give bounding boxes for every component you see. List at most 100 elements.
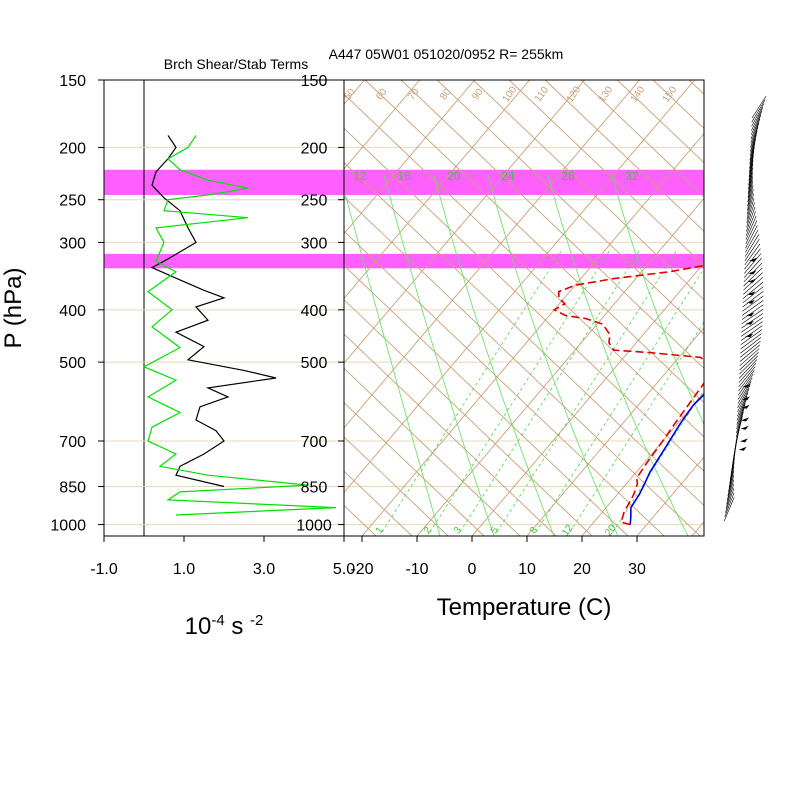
isotherm [0,80,255,536]
right-y-tick-label: 200 [301,140,328,157]
wind-barb [727,470,735,497]
dry-adiabat [400,80,704,370]
isotherm [344,80,475,235]
wind-barb [744,253,762,274]
wind-barb [748,163,754,190]
dry-adiabat [344,436,449,536]
wind-barb [745,215,757,240]
wind-barb [748,159,754,186]
isotherm [636,456,704,536]
left-x-tick-label: 5.0 [333,561,355,578]
mixing-ratio-line [612,388,704,533]
right-x-tick-label: 20 [573,561,591,578]
mixing-ratio-line [569,321,704,533]
wind-barb-flag [741,417,750,422]
wind-barb [723,497,735,522]
wind-barb-flag [738,446,747,451]
wind-barb [747,184,754,211]
left-x-tick-label: 1.0 [173,561,195,578]
right-y-tick-label: 1000 [296,518,332,535]
right-x-tick-label: 30 [628,561,646,578]
theta-e-line [611,174,704,426]
wind-barb [736,396,748,421]
isotherm [344,80,530,300]
dry-adiabat [508,80,704,267]
dry-adiabat-label: 60 [374,86,390,102]
theta-e-line [433,174,555,536]
shaded-layer-1 [104,253,704,269]
left-y-tick-label: 700 [59,434,86,451]
theta-e-line [487,174,619,536]
wind-barb [742,286,764,304]
wind-barb [739,348,760,367]
wind-barb-flag [748,270,757,275]
right-frame [343,79,705,537]
wind-barb [751,107,764,131]
wind-barb [736,392,749,417]
wind-barb [746,206,756,232]
wind-barb [750,118,761,144]
dry-adiabat-label: 110 [533,85,551,105]
wind-barb [743,267,763,287]
right-y-tick-label: 500 [301,355,328,372]
left-series-line-1 [142,135,337,516]
wind-barb [737,377,753,400]
right-y-ticks: 150 200 250 300 400 500 700 850 1000 [296,73,344,535]
dry-adiabat [344,162,704,507]
wind-barb [750,126,759,152]
isotherm [344,80,695,494]
theta-e-label: 28 [561,169,575,183]
wind-barb [743,277,764,295]
wind-barb [749,130,758,156]
wind-barb [739,352,759,371]
right-x-tick-label: 0 [468,561,477,578]
right-y-tick-label: 700 [301,434,328,451]
dry-adiabat [344,230,665,536]
wind-barb [750,122,760,148]
dry-adiabat-label: 130 [597,84,616,104]
wind-barb [745,224,758,249]
left-ylabel: P (hPa) [0,268,27,349]
wind-barb [741,317,764,333]
wind-barb [741,313,764,329]
left-y-tick-label: 200 [59,140,86,157]
wind-barb-flag [747,291,756,296]
left-y-tick-label: 400 [59,303,86,320]
dry-adiabat [436,80,704,335]
dry-adiabat-label: 140 [629,84,648,104]
left-y-ticks: 150 200 250 300 400 500 700 850 1000 [50,73,104,535]
wind-barb [725,488,735,513]
dry-adiabat [544,80,704,232]
theta-e-lines [344,174,704,536]
mixing-ratio-line [459,249,641,533]
wind-barb [748,155,754,182]
left-x-tick-label: 3.0 [253,561,275,578]
right-x-tick-label: 10 [518,561,536,578]
wind-barb [740,329,763,346]
dry-adiabat [344,196,701,536]
wind-barb [743,262,763,283]
wind-barb [750,110,763,135]
xlabel-exp2: -2 [250,612,263,629]
wind-barb [748,151,755,177]
left-y-tick-label: 300 [59,235,86,252]
wind-barb [750,114,762,140]
dry-adiabat [761,80,800,536]
wind-barb [724,492,735,518]
temperature-profile [629,393,704,525]
dry-adiabat [472,80,704,301]
theta-e-line [547,174,689,536]
dry-adiabat-label: 90 [470,86,486,102]
dry-adiabat-label: 80 [438,86,454,102]
dry-adiabat [344,127,704,472]
wind-barb [746,193,754,219]
wind-barb [751,95,767,119]
wind-barb [741,308,764,325]
wind-barb [746,197,755,224]
mixing-ratio-label: 1 [374,525,386,536]
wind-barb [736,404,746,429]
wind-barb [746,202,755,228]
wind-barb [745,229,759,253]
